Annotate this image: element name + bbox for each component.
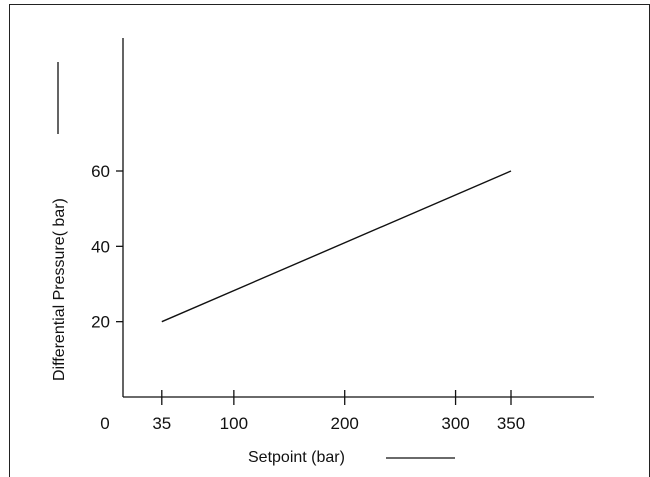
x-origin-label: 0 bbox=[100, 414, 109, 433]
y-tick-label-60: 60 bbox=[91, 162, 110, 181]
tick-labels: 20 40 60 0 35 100 200 300 350 bbox=[91, 162, 525, 433]
y-tick-label-20: 20 bbox=[91, 313, 110, 332]
x-tick-label-35: 35 bbox=[152, 414, 171, 433]
x-axis-title: Setpoint (bar) bbox=[248, 449, 345, 466]
series-line-group bbox=[161, 170, 512, 323]
y-axis-title: Differential Pressure( bar) bbox=[51, 198, 68, 381]
x-tick-label-200: 200 bbox=[331, 414, 359, 433]
axes bbox=[116, 38, 594, 405]
x-tick-label-100: 100 bbox=[220, 414, 248, 433]
x-tick-label-300: 300 bbox=[441, 414, 469, 433]
series-line-0 bbox=[161, 170, 512, 323]
x-tick-label-350: 350 bbox=[497, 414, 525, 433]
y-tick-label-40: 40 bbox=[91, 237, 110, 256]
